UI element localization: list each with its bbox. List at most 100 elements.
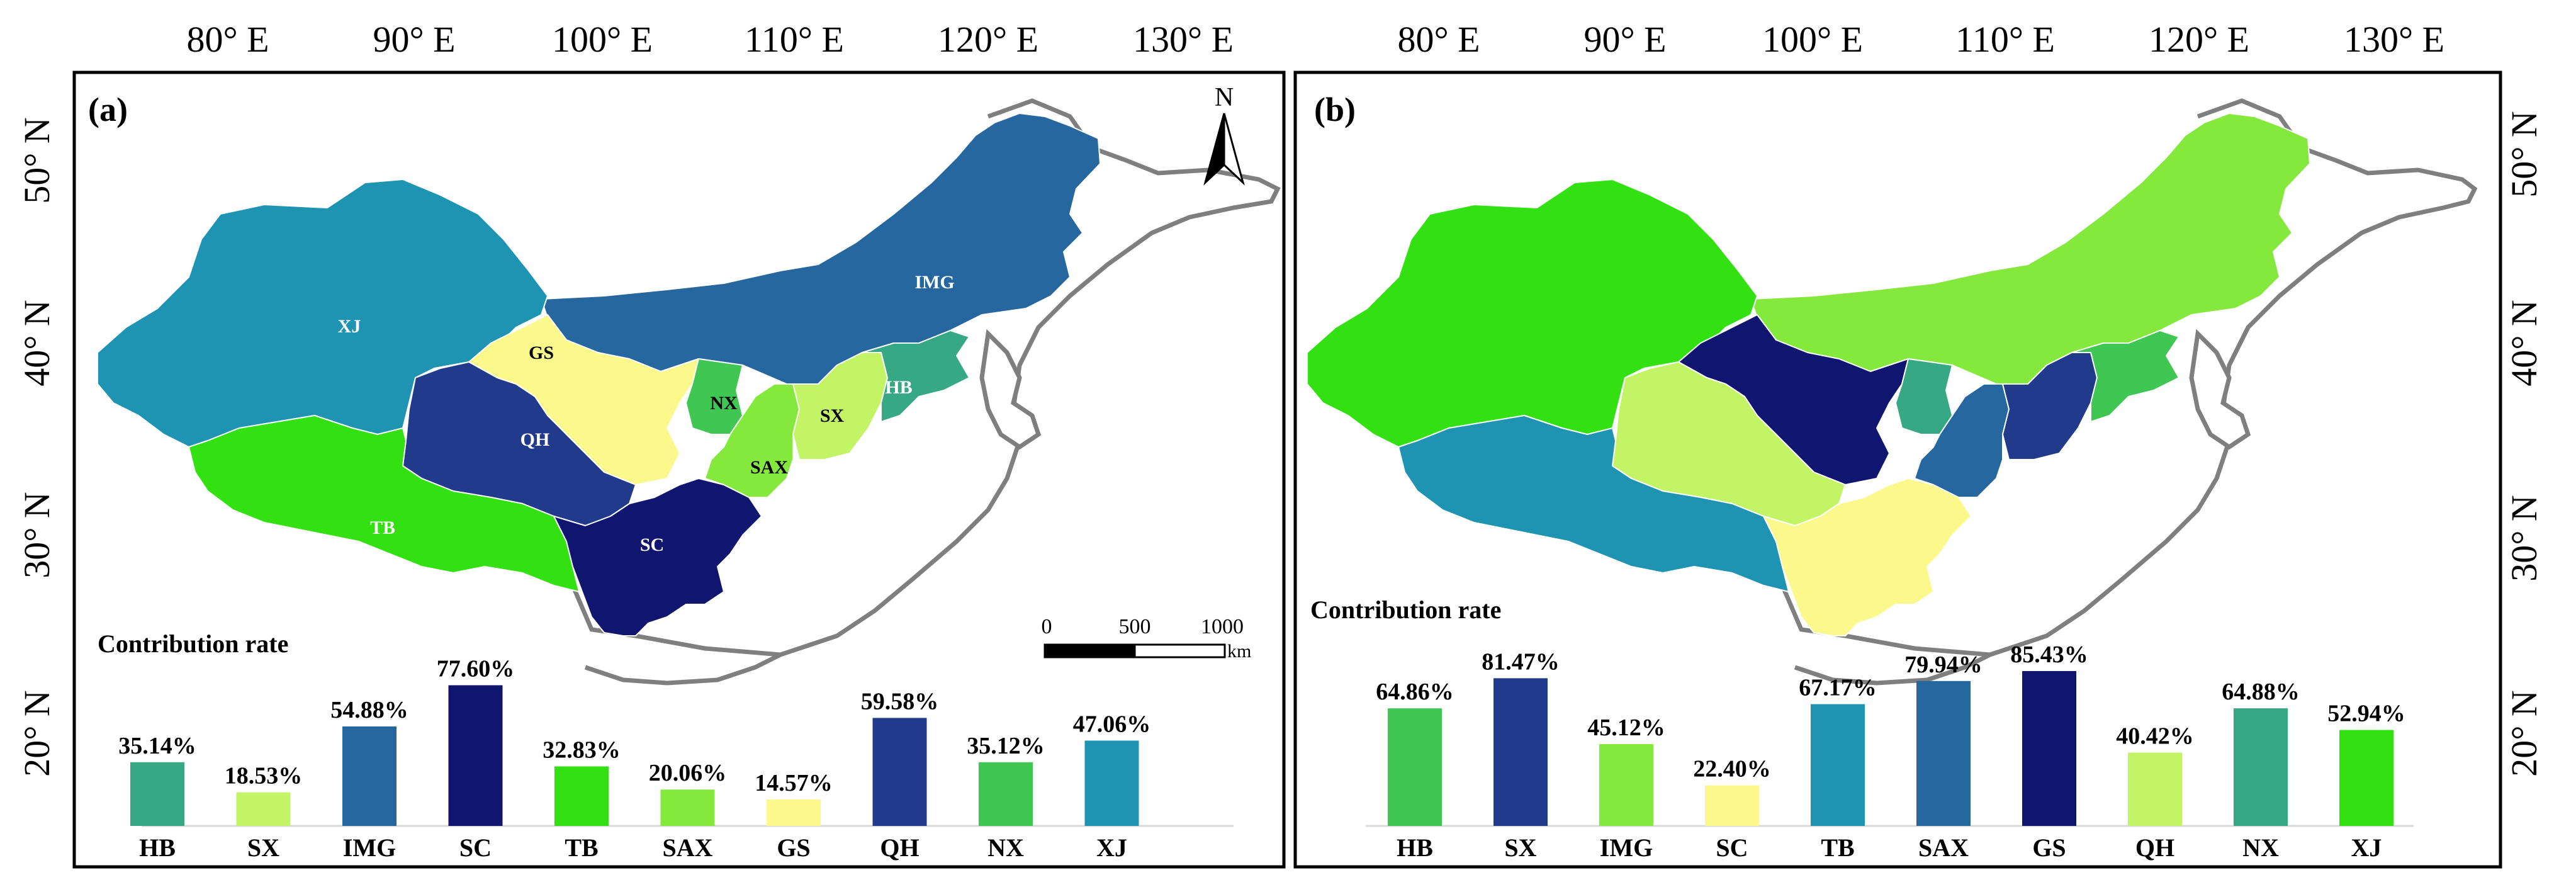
region-label: NX: [710, 393, 738, 414]
region-label: SX: [820, 405, 845, 426]
bar-value-label: 47.06%: [1073, 711, 1151, 737]
scale-tick: 0: [1042, 615, 1052, 638]
lat-label: 40° N: [2504, 300, 2545, 387]
bar-value-label: 18.53%: [225, 763, 303, 789]
bar-category-label: SC: [1716, 833, 1748, 862]
bar-category-label: XJ: [1096, 833, 1127, 862]
bar-value-label: 35.12%: [967, 733, 1045, 759]
north-label: N: [1215, 83, 1234, 112]
bar-category-label: XJ: [2351, 833, 2382, 862]
lat-label: 20° N: [2504, 690, 2545, 777]
bar: [767, 799, 821, 826]
bar: [2022, 671, 2076, 826]
bar-category-label: HB: [139, 833, 176, 862]
lat-label: 30° N: [16, 492, 57, 579]
chart-title: Contribution rate: [98, 630, 288, 658]
region-label: GS: [529, 342, 554, 363]
scale-unit: km: [1227, 641, 1251, 662]
region-label: QH: [520, 429, 550, 450]
bar-value-label: 85.43%: [2010, 641, 2088, 668]
lon-label: 110° E: [745, 19, 844, 60]
lon-label: 130° E: [2344, 19, 2444, 60]
bar-value-label: 81.47%: [1482, 648, 1560, 675]
bar-category-label: IMG: [343, 833, 396, 862]
lon-label: 120° E: [938, 19, 1038, 60]
bar-value-label: 52.94%: [2327, 701, 2405, 727]
bar-value-label: 77.60%: [437, 656, 515, 682]
scale-tick: 1000: [1201, 615, 1244, 638]
bar: [1085, 740, 1139, 826]
bar-value-label: 59.58%: [861, 688, 939, 715]
lon-label: 130° E: [1133, 19, 1234, 60]
bar-value-label: 64.86%: [1376, 679, 1454, 705]
bar: [1916, 681, 1971, 826]
bar: [2339, 730, 2393, 826]
bar: [873, 718, 927, 826]
region-label: SAX: [750, 457, 788, 478]
panel-label: (a): [88, 91, 128, 128]
bar: [1811, 704, 1865, 826]
chart-title: Contribution rate: [1310, 596, 1501, 624]
lon-label: 90° E: [1583, 19, 1666, 60]
lon-label: 100° E: [552, 19, 653, 60]
bar-value-label: 64.88%: [2222, 679, 2300, 705]
lon-label: 90° E: [373, 19, 455, 60]
bar: [661, 789, 715, 826]
bar: [1388, 708, 1442, 826]
region-label: IMG: [914, 272, 954, 293]
bar-category-label: HB: [1397, 833, 1433, 862]
bar: [130, 762, 184, 826]
bar-value-label: 79.94%: [1904, 652, 1983, 678]
region-label: HB: [885, 377, 912, 398]
bar-category-label: GS: [2032, 833, 2066, 862]
bar-value-label: 54.88%: [330, 697, 408, 723]
panel-a: XJ GS IMG NX HB SX QH SAX TB SC (a) N 0 …: [74, 72, 1284, 867]
bar: [979, 762, 1033, 826]
bar-value-label: 35.14%: [118, 733, 196, 759]
bar-category-label: TB: [565, 833, 598, 862]
right-latitude-axis: 50° N 40° N 30° N 20° N: [2504, 111, 2545, 777]
bar-category-label: NX: [2242, 833, 2279, 862]
scale-bar-empty: [1135, 645, 1225, 657]
bar-value-label: 20.06%: [649, 760, 727, 786]
lon-label: 80° E: [186, 19, 269, 60]
bar-value-label: 14.57%: [755, 770, 833, 796]
lon-label: 110° E: [1955, 19, 2055, 60]
panel-b: (b) Contribution rate 64.86% HB 81.47% SX 45…: [1295, 72, 2500, 867]
bar-category-label: SX: [1504, 833, 1536, 862]
bar-value-label: 22.40%: [1693, 755, 1771, 782]
scale-bar-filled: [1045, 645, 1135, 657]
scale-tick: 500: [1119, 615, 1151, 638]
bar: [2128, 753, 2182, 826]
top-longitude-axis: 80° E 90° E 100° E 110° E 120° E 130° E …: [186, 19, 2444, 60]
left-latitude-axis: 50° N 40° N 30° N 20° N: [16, 117, 57, 777]
region-label: XJ: [338, 316, 361, 337]
panel-label: (b): [1314, 91, 1356, 128]
bar-category-label: NX: [987, 833, 1024, 862]
bar-value-label: 40.42%: [2116, 723, 2194, 750]
bar-category-label: TB: [1821, 833, 1854, 862]
figure: 80° E 90° E 100° E 110° E 120° E 130° E …: [0, 0, 2576, 887]
bar: [554, 766, 609, 826]
lon-label: 80° E: [1397, 19, 1480, 60]
bar-category-label: GS: [777, 833, 810, 862]
bar: [1599, 744, 1653, 826]
bar: [2234, 708, 2288, 826]
lat-label: 20° N: [16, 690, 57, 777]
lat-label: 50° N: [16, 117, 57, 204]
bar-category-label: SAX: [662, 833, 712, 862]
bar-category-label: QH: [2135, 833, 2174, 862]
bar-value-label: 45.12%: [1587, 715, 1665, 741]
bar: [1493, 678, 1548, 826]
region-label: TB: [370, 517, 395, 538]
lon-label: 120° E: [2149, 19, 2249, 60]
bar: [237, 793, 291, 826]
bar-category-label: IMG: [1600, 833, 1653, 862]
bar-category-label: SX: [247, 833, 279, 862]
bar-value-label: 32.83%: [543, 737, 621, 763]
bar: [449, 686, 503, 826]
bar: [1705, 785, 1759, 826]
bar-category-label: QH: [880, 833, 919, 862]
bar: [342, 726, 397, 826]
region-label: SC: [640, 534, 664, 555]
